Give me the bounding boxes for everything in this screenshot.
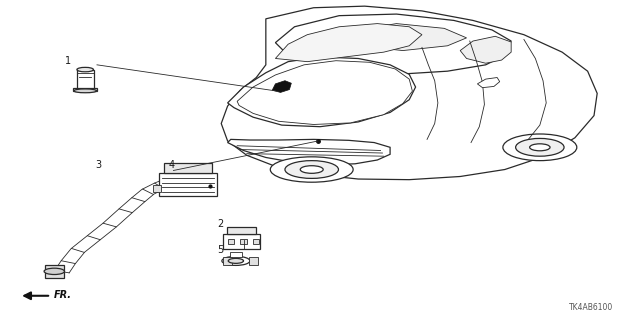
Ellipse shape: [270, 157, 353, 182]
Ellipse shape: [300, 166, 323, 173]
Text: TK4AB6100: TK4AB6100: [569, 303, 613, 312]
Polygon shape: [237, 61, 412, 124]
Polygon shape: [272, 81, 291, 92]
Ellipse shape: [74, 89, 97, 93]
Polygon shape: [45, 265, 64, 278]
Text: 3: 3: [96, 160, 102, 170]
Polygon shape: [460, 36, 511, 63]
Bar: [153, 185, 161, 192]
Bar: [164, 163, 212, 173]
Bar: [223, 257, 232, 265]
Bar: [248, 257, 257, 265]
Bar: [253, 239, 259, 244]
Ellipse shape: [77, 68, 93, 72]
Ellipse shape: [222, 256, 250, 265]
Bar: [230, 252, 243, 257]
Polygon shape: [275, 24, 422, 62]
Polygon shape: [477, 77, 500, 88]
Bar: [228, 239, 234, 244]
Polygon shape: [221, 6, 597, 180]
Bar: [241, 239, 246, 244]
Text: FR.: FR.: [54, 290, 72, 300]
Bar: [223, 234, 260, 250]
Bar: [159, 173, 217, 196]
Bar: [227, 227, 255, 234]
Ellipse shape: [530, 144, 550, 151]
Polygon shape: [228, 57, 415, 127]
Text: 1: 1: [65, 56, 71, 67]
Ellipse shape: [285, 161, 339, 178]
Text: 2: 2: [217, 219, 223, 229]
Ellipse shape: [44, 268, 65, 275]
Polygon shape: [342, 24, 467, 51]
Polygon shape: [77, 69, 94, 89]
Ellipse shape: [228, 259, 244, 263]
Polygon shape: [74, 88, 97, 91]
Ellipse shape: [516, 139, 564, 156]
Text: 4: 4: [168, 160, 175, 170]
Polygon shape: [275, 14, 511, 74]
Polygon shape: [228, 140, 390, 165]
Ellipse shape: [503, 134, 577, 161]
Text: 5: 5: [217, 245, 223, 255]
